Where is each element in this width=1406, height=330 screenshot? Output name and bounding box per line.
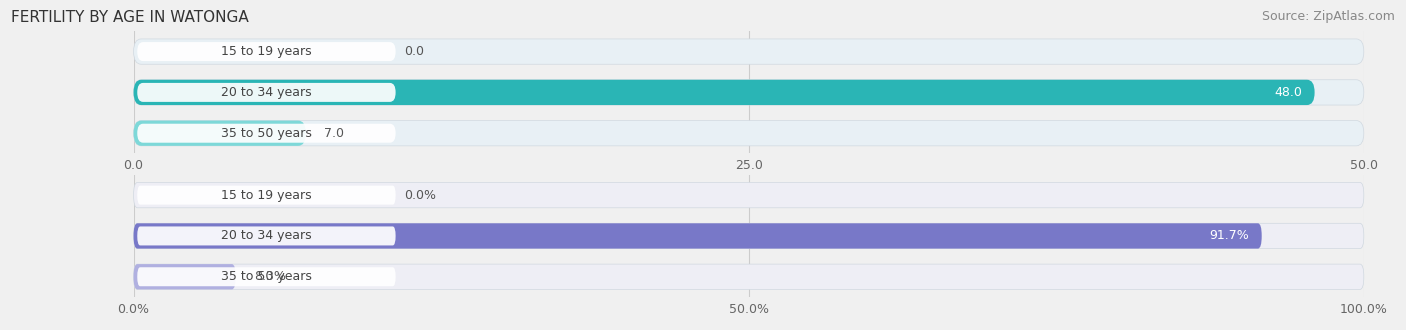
FancyBboxPatch shape [134, 39, 1364, 64]
Text: 0.0%: 0.0% [405, 189, 436, 202]
FancyBboxPatch shape [138, 124, 395, 143]
FancyBboxPatch shape [134, 182, 1364, 208]
FancyBboxPatch shape [134, 223, 1364, 248]
FancyBboxPatch shape [138, 267, 395, 286]
Text: 20 to 34 years: 20 to 34 years [221, 86, 312, 99]
Text: 7.0: 7.0 [325, 127, 344, 140]
Text: 0.0: 0.0 [405, 45, 425, 58]
FancyBboxPatch shape [134, 120, 1364, 146]
FancyBboxPatch shape [138, 83, 395, 102]
Text: 15 to 19 years: 15 to 19 years [221, 45, 312, 58]
FancyBboxPatch shape [134, 80, 1364, 105]
Text: 35 to 50 years: 35 to 50 years [221, 127, 312, 140]
FancyBboxPatch shape [134, 80, 1315, 105]
Text: 8.3%: 8.3% [254, 270, 285, 283]
FancyBboxPatch shape [138, 186, 395, 205]
Text: Source: ZipAtlas.com: Source: ZipAtlas.com [1261, 10, 1395, 23]
FancyBboxPatch shape [134, 264, 1364, 289]
Text: 35 to 50 years: 35 to 50 years [221, 270, 312, 283]
Text: FERTILITY BY AGE IN WATONGA: FERTILITY BY AGE IN WATONGA [11, 10, 249, 25]
Text: 20 to 34 years: 20 to 34 years [221, 229, 312, 243]
FancyBboxPatch shape [134, 223, 1261, 248]
FancyBboxPatch shape [138, 226, 395, 246]
Text: 91.7%: 91.7% [1209, 229, 1250, 243]
FancyBboxPatch shape [138, 42, 395, 61]
Text: 15 to 19 years: 15 to 19 years [221, 189, 312, 202]
FancyBboxPatch shape [134, 264, 236, 289]
Text: 48.0: 48.0 [1274, 86, 1302, 99]
FancyBboxPatch shape [134, 120, 307, 146]
